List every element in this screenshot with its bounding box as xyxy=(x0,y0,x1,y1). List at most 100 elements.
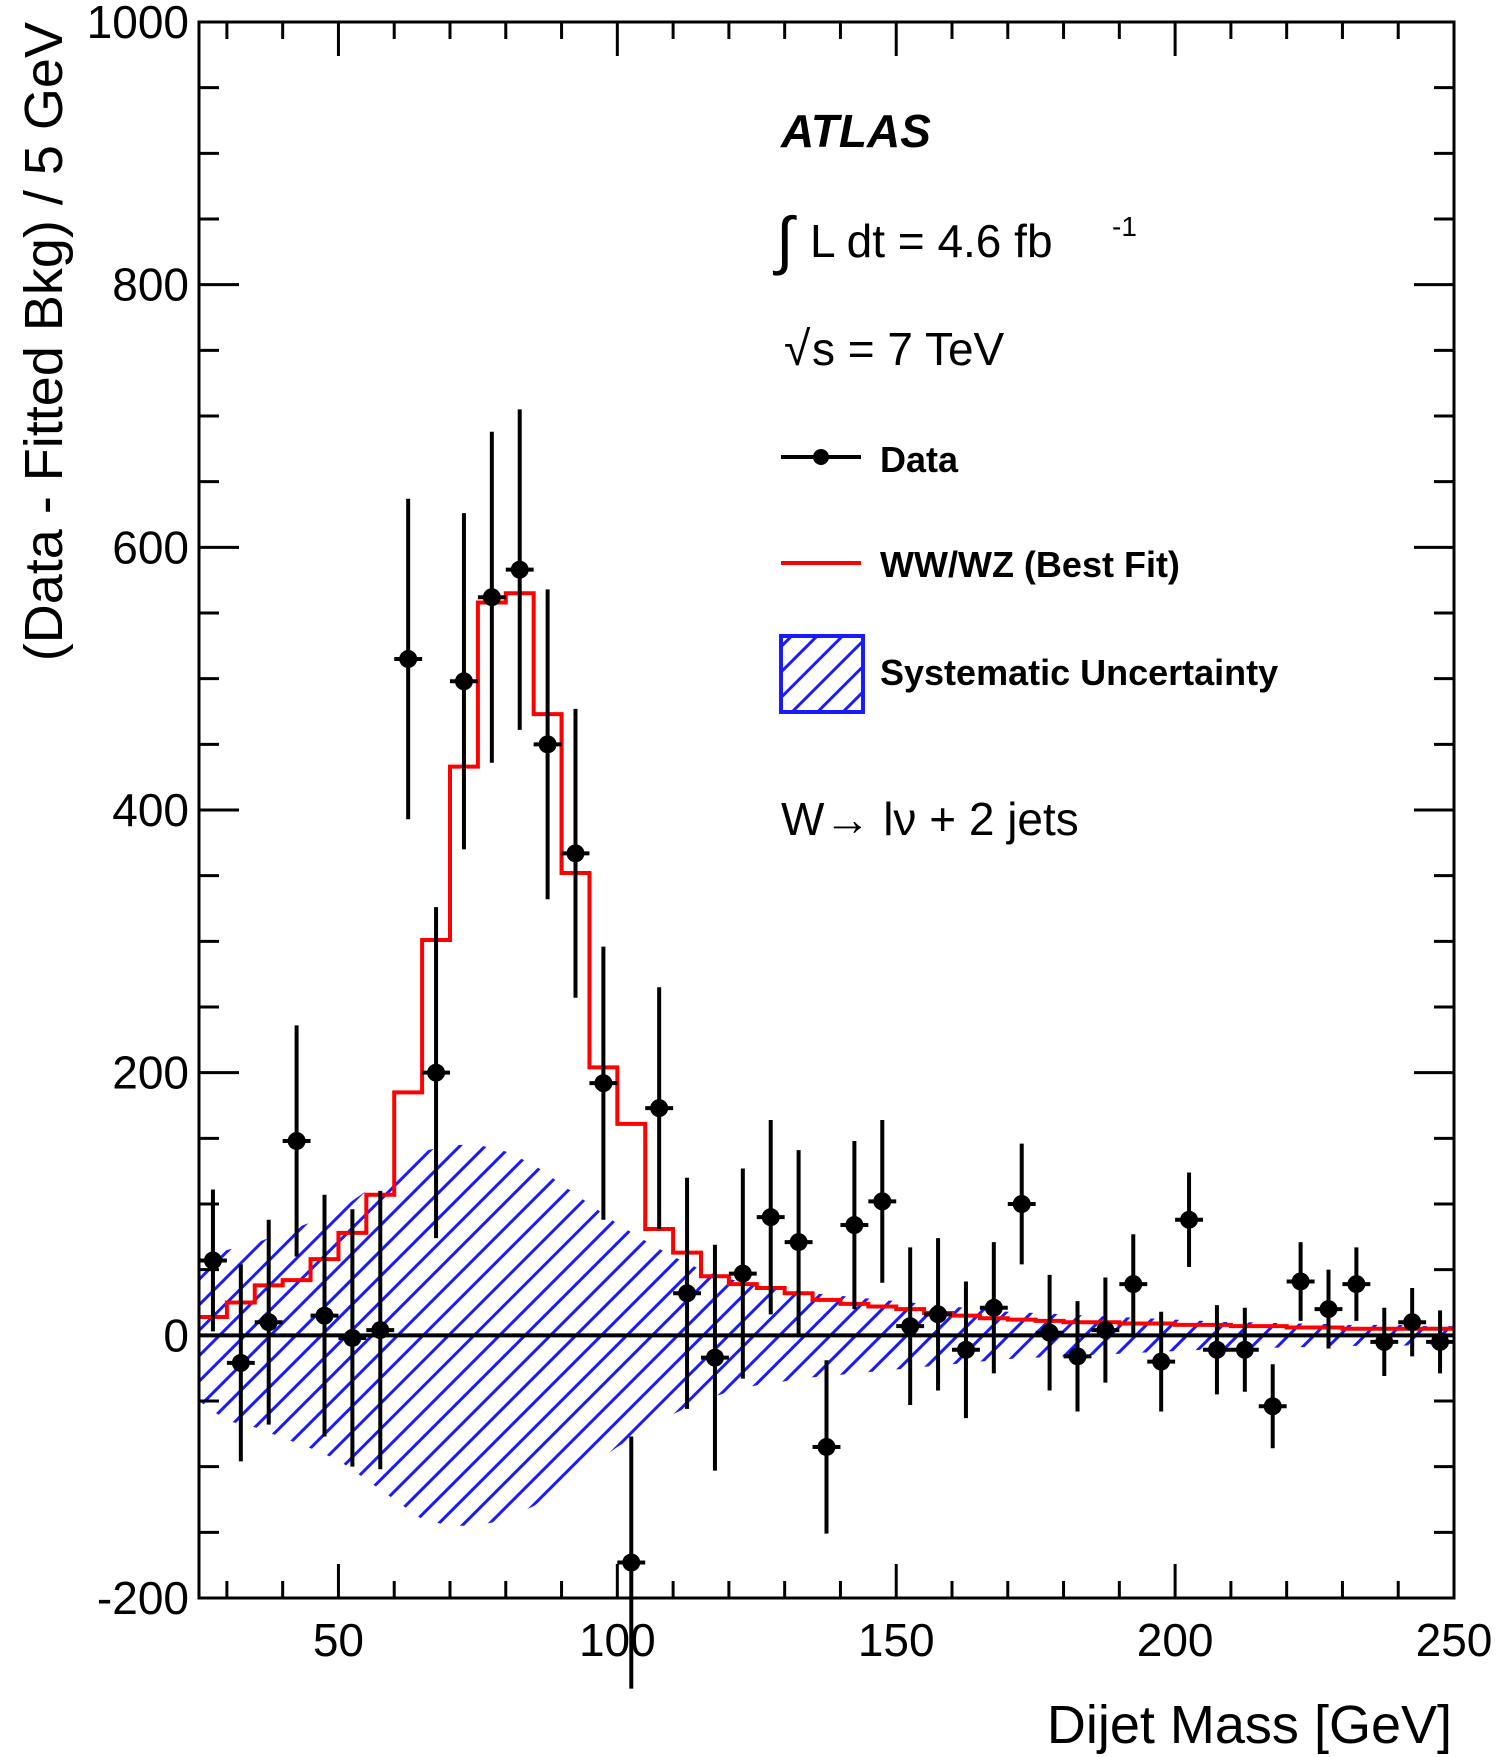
data-point-marker xyxy=(1068,1347,1087,1366)
data-point xyxy=(505,409,534,730)
data-point-marker xyxy=(1207,1340,1226,1359)
data-point xyxy=(979,1242,1008,1374)
data-point-marker xyxy=(287,1131,306,1150)
data-point xyxy=(199,1189,227,1332)
x-tick-label: 200 xyxy=(1137,1614,1214,1666)
data-point xyxy=(310,1194,339,1437)
data-point-marker xyxy=(315,1306,334,1325)
data-point-marker xyxy=(789,1233,808,1252)
y-axis-title: (Data - Fitted Bkg) / 5 GeV xyxy=(14,22,74,661)
x-axis-title: Dijet Mass [GeV] xyxy=(1047,1695,1452,1755)
data-point xyxy=(254,1219,283,1425)
legend-label-band: Systematic Uncertainty xyxy=(880,652,1278,693)
data-point xyxy=(1091,1277,1120,1383)
data-point xyxy=(1286,1242,1315,1321)
data-point-marker xyxy=(1403,1313,1422,1332)
legend-label-fit: WW/WZ (Best Fit) xyxy=(880,544,1180,585)
sqrt-icon: √ xyxy=(784,323,811,376)
data-point xyxy=(1035,1274,1064,1391)
data-point xyxy=(896,1247,925,1405)
data-layer xyxy=(199,409,1454,1689)
data-point xyxy=(422,907,450,1239)
x-tick-labels: 50 100 150 200 250 xyxy=(313,1614,1493,1666)
data-point xyxy=(645,987,674,1229)
data-point-marker xyxy=(1012,1195,1031,1213)
data-point xyxy=(394,498,423,820)
legend-data-marker xyxy=(781,449,861,465)
y-tick-labels: -200 0 200 400 600 800 1000 xyxy=(87,0,189,1624)
experiment-label: ATLAS xyxy=(780,105,931,157)
data-point-marker xyxy=(482,588,501,607)
integral-sign: ∫ xyxy=(772,204,797,276)
data-point-marker xyxy=(399,649,418,668)
data-point-marker xyxy=(984,1298,1003,1317)
y-tick-label: 200 xyxy=(112,1047,189,1099)
data-point-marker xyxy=(1180,1210,1199,1229)
x-tick-label: 150 xyxy=(858,1614,935,1666)
data-point-marker xyxy=(454,672,473,691)
data-point-marker xyxy=(733,1264,752,1283)
data-point-marker xyxy=(929,1305,948,1324)
data-point xyxy=(450,513,478,850)
data-point xyxy=(1426,1310,1454,1374)
data-point-marker xyxy=(510,560,529,579)
data-point xyxy=(784,1150,813,1335)
data-point-marker xyxy=(761,1208,780,1227)
data-point xyxy=(366,1190,395,1470)
data-point-marker xyxy=(1431,1332,1450,1351)
data-point xyxy=(756,1119,785,1315)
data-point xyxy=(1370,1307,1399,1377)
channel-label: W→ lν + 2 jets xyxy=(781,793,1079,845)
y-tick-label: 800 xyxy=(112,259,189,311)
data-point xyxy=(1203,1305,1231,1395)
data-point-marker xyxy=(1375,1332,1394,1351)
data-point xyxy=(1398,1288,1427,1357)
data-point xyxy=(868,1119,897,1283)
data-point-marker xyxy=(343,1328,362,1347)
data-point-marker xyxy=(622,1553,641,1572)
data-point-marker xyxy=(1319,1300,1338,1319)
data-point xyxy=(1119,1234,1148,1335)
x-tick-label: 250 xyxy=(1416,1614,1493,1666)
data-point-marker xyxy=(538,735,557,754)
data-point xyxy=(728,1168,757,1379)
data-point-marker xyxy=(1096,1321,1115,1340)
data-point xyxy=(1175,1172,1203,1268)
data-point-marker xyxy=(650,1099,669,1118)
data-point-marker xyxy=(1347,1275,1366,1294)
data-point xyxy=(1258,1364,1287,1449)
energy-label: √ s = 7 TeV xyxy=(784,323,1005,376)
data-point xyxy=(282,1025,311,1257)
data-point-marker xyxy=(901,1317,920,1336)
data-point xyxy=(952,1281,980,1419)
data-point xyxy=(1007,1143,1036,1265)
y-tick-label: 600 xyxy=(112,521,189,573)
data-point-marker xyxy=(231,1353,250,1372)
x-tick-label: 100 xyxy=(579,1614,656,1666)
y-tick-label: 400 xyxy=(112,784,189,836)
energy-text: s = 7 TeV xyxy=(812,323,1005,375)
y-tick-label: 1000 xyxy=(87,0,189,48)
data-point xyxy=(1147,1311,1176,1412)
data-point-marker xyxy=(817,1437,836,1456)
y-tick-label: 0 xyxy=(163,1309,189,1361)
data-point xyxy=(840,1140,869,1310)
data-point-marker xyxy=(1291,1272,1310,1291)
data-point-marker xyxy=(259,1313,278,1332)
luminosity-exponent: -1 xyxy=(1112,211,1137,242)
data-point xyxy=(1230,1307,1259,1392)
data-point-marker xyxy=(678,1284,697,1303)
data-point xyxy=(1314,1269,1343,1349)
y-tick-label: -200 xyxy=(97,1572,189,1624)
data-point xyxy=(924,1238,952,1391)
data-point-marker xyxy=(427,1063,446,1082)
data-point-marker xyxy=(873,1192,892,1211)
data-point xyxy=(338,1209,367,1467)
data-point xyxy=(477,431,506,763)
data-point xyxy=(561,708,590,998)
data-point-marker xyxy=(1263,1397,1282,1416)
data-point-marker xyxy=(1152,1352,1171,1371)
data-point xyxy=(701,1244,729,1471)
data-point xyxy=(673,1177,701,1409)
